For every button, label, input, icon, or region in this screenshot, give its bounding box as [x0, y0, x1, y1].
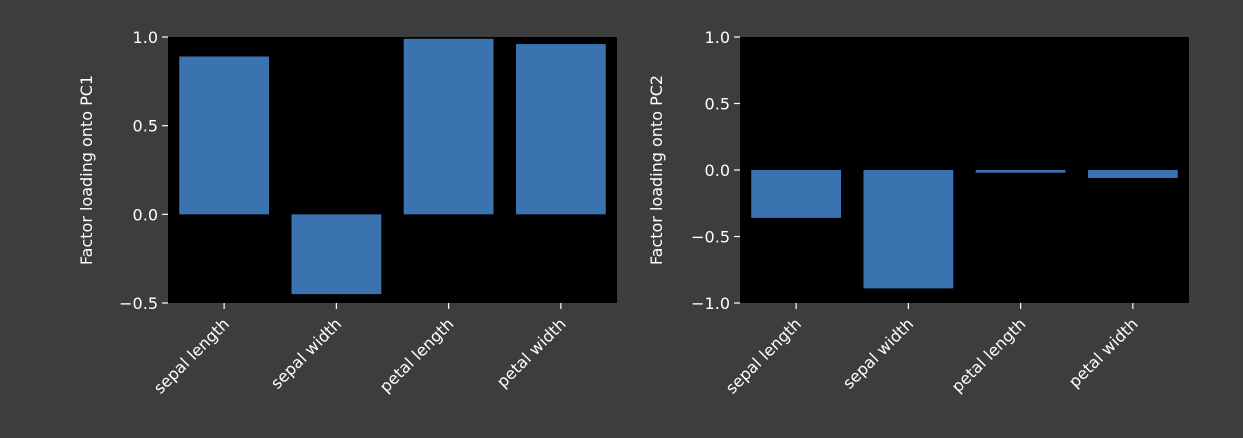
bar-petal-length — [403, 38, 494, 215]
bar-petal-width — [515, 44, 606, 215]
bar-sepal-length — [751, 170, 842, 218]
bar-sepal-width — [291, 214, 382, 295]
x-tick-label: sepal length — [150, 314, 233, 397]
y-tick-label: 0.0 — [705, 161, 730, 180]
x-tick-label: sepal length — [722, 314, 805, 397]
x-tick-label: petal width — [1065, 314, 1142, 391]
y-tick-label: 1.0 — [133, 28, 158, 47]
y-tick-label: −0.5 — [119, 294, 158, 313]
x-tick-label: sepal width — [839, 314, 917, 392]
x-tick-label: petal width — [493, 314, 570, 391]
y-tick-label: 0.5 — [705, 95, 730, 114]
bar-sepal-length — [179, 56, 270, 215]
y-tick-label: 0.0 — [133, 205, 158, 224]
bar-petal-width — [1087, 170, 1178, 178]
y-tick-label: 0.5 — [133, 117, 158, 136]
x-tick-label: petal length — [376, 314, 458, 396]
bar-sepal-width — [863, 170, 954, 289]
x-tick-label: sepal width — [267, 314, 345, 392]
x-tick-label: petal length — [948, 314, 1030, 396]
y-axis-label: Factor loading onto PC2 — [647, 75, 666, 265]
y-tick-label: −0.5 — [691, 228, 730, 247]
y-tick-label: −1.0 — [691, 294, 730, 313]
y-axis-label: Factor loading onto PC1 — [77, 75, 96, 265]
y-tick-label: 1.0 — [705, 28, 730, 47]
bar-petal-length — [975, 170, 1066, 173]
